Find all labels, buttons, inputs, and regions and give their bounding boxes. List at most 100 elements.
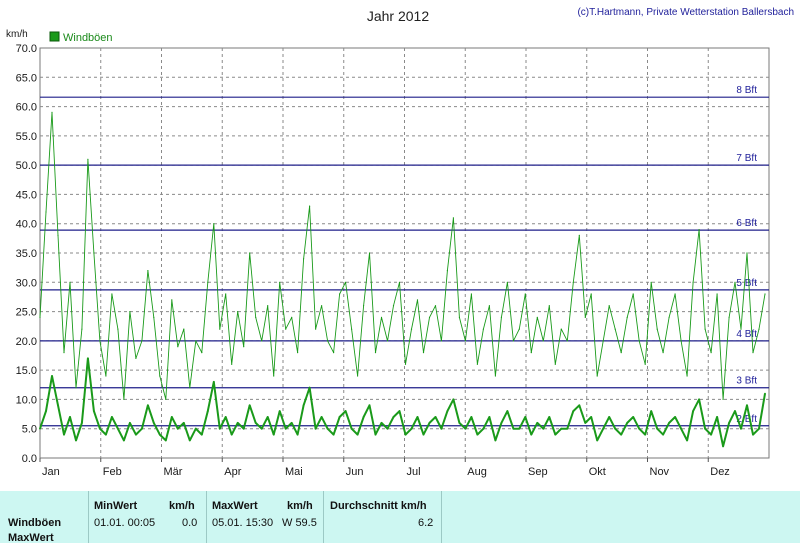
data-point — [482, 427, 485, 430]
data-point — [39, 427, 41, 430]
data-point — [254, 422, 257, 424]
data-point — [476, 363, 478, 365]
data-point — [470, 293, 472, 295]
data-point — [698, 398, 700, 401]
data-point — [63, 352, 65, 354]
data-point — [374, 352, 377, 354]
data-point — [650, 410, 653, 412]
x-tick-label: Jun — [346, 466, 364, 478]
data-point — [75, 387, 77, 389]
data-point — [285, 328, 287, 330]
data-point — [339, 293, 341, 295]
data-point — [69, 281, 71, 283]
data-point — [297, 352, 299, 354]
x-tick-label: Aug — [467, 466, 487, 478]
data-point — [602, 427, 605, 430]
data-point — [57, 404, 59, 407]
y-axis-ticks: 0.0 5.0 10.0 15.0 20.0 25.0 30.0 35.0 40.0 45.0 50… — [16, 43, 37, 465]
x-tick-label: Jul — [407, 466, 421, 478]
series-line-thick — [39, 357, 766, 448]
data-point — [111, 416, 113, 418]
data-point — [129, 311, 131, 313]
x-tick-label: Mai — [285, 466, 303, 478]
y-tick-label: 15.0 — [16, 365, 37, 377]
data-point — [266, 416, 269, 418]
data-point — [87, 158, 89, 160]
data-point — [201, 352, 203, 354]
bft-label: 2 Bft — [736, 414, 757, 425]
data-point — [255, 316, 257, 318]
data-point — [638, 427, 641, 430]
data-point — [602, 340, 604, 342]
data-point — [309, 205, 311, 207]
data-point — [57, 234, 59, 236]
data-point — [716, 416, 718, 418]
data-point — [758, 328, 760, 330]
data-point — [392, 305, 395, 307]
data-point — [153, 316, 155, 318]
data-point — [620, 433, 623, 436]
data-point — [326, 427, 329, 430]
data-point — [333, 352, 335, 354]
data-point — [752, 352, 754, 354]
data-point — [620, 352, 622, 354]
data-point — [656, 427, 659, 430]
data-point — [117, 427, 119, 430]
data-point — [152, 422, 155, 424]
data-point — [200, 433, 203, 436]
data-point — [758, 427, 760, 430]
data-point — [518, 328, 520, 330]
data-point — [344, 410, 347, 412]
data-point — [614, 427, 617, 430]
data-point — [170, 416, 173, 418]
data-point — [176, 427, 179, 430]
data-point — [746, 404, 748, 407]
data-point — [428, 316, 431, 318]
data-point — [722, 445, 724, 448]
chart-credit: (c)T.Hartmann, Private Wetterstation Bal… — [577, 7, 794, 18]
data-point — [524, 293, 526, 295]
data-point — [327, 340, 329, 342]
data-point — [368, 404, 371, 407]
x-axis-ticks: Jan Feb Mär Apr Mai Jun Jul Aug Sep Okt Nov Dez — [39, 458, 730, 478]
data-point — [560, 427, 563, 430]
data-point — [231, 363, 233, 365]
chart-title: Jahr 2012 — [367, 8, 429, 24]
data-point — [626, 316, 628, 318]
data-point — [236, 422, 239, 424]
data-point — [446, 270, 448, 272]
data-point — [434, 416, 437, 418]
data-point — [182, 422, 185, 424]
data-point — [242, 427, 245, 430]
data-point — [596, 375, 598, 377]
data-point — [303, 258, 305, 260]
data-point — [638, 340, 640, 342]
y-tick-label: 5.0 — [22, 424, 37, 436]
data-point — [164, 439, 167, 442]
data-point — [147, 404, 149, 407]
data-point — [362, 416, 365, 418]
data-point — [512, 340, 515, 342]
chart-canvas: Jahr 2012 (c)T.Hartmann, Private Wetters… — [6, 7, 794, 478]
data-point — [422, 352, 425, 354]
data-point — [704, 328, 706, 330]
bft-label: 3 Bft — [736, 376, 757, 387]
data-point — [321, 305, 323, 307]
y-tick-label: 20.0 — [16, 336, 37, 348]
data-point — [674, 293, 676, 295]
data-point — [488, 305, 490, 307]
data-point — [332, 433, 335, 436]
data-point — [380, 316, 383, 318]
x-tick-label: Feb — [103, 466, 122, 478]
data-point — [434, 305, 437, 307]
data-point — [308, 386, 311, 389]
x-tick-label: Apr — [224, 466, 241, 478]
y-tick-label: 10.0 — [16, 394, 37, 406]
data-point — [452, 217, 454, 219]
grid — [40, 48, 769, 458]
data-point — [728, 316, 730, 318]
y-tick-label: 55.0 — [16, 131, 37, 143]
data-point — [63, 433, 65, 436]
data-point — [123, 439, 125, 442]
data-point — [111, 293, 113, 295]
